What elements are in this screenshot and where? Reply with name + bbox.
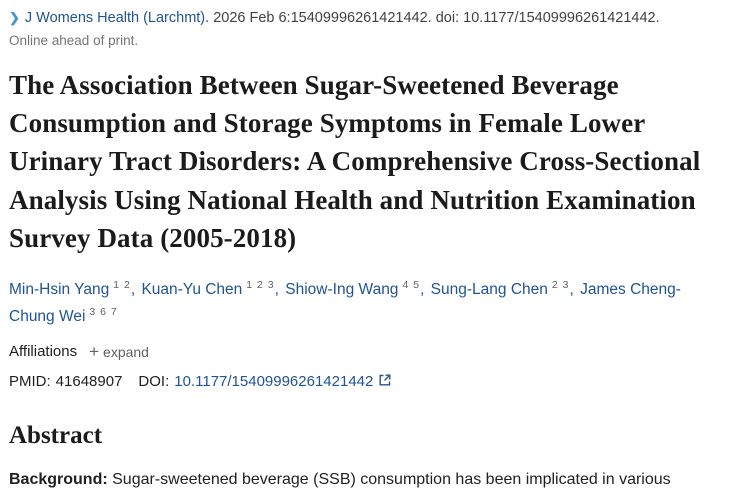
identifiers-row: PMID: 41648907 DOI: 10.1177/154099962614… bbox=[9, 373, 740, 390]
background-text: Sugar-sweetened beverage (SSB) consumpti… bbox=[107, 471, 671, 489]
authors-list: Min-Hsin Yang 1 2, Kuan-Yu Chen 1 2 3, Shi… bbox=[9, 277, 709, 330]
author-item: Shiow-Ing Wang 4 5, bbox=[285, 279, 426, 299]
plus-icon: + bbox=[89, 342, 100, 362]
author-affiliation-sup[interactable]: 3 6 7 bbox=[89, 305, 118, 318]
author-item: Sung-Lang Chen 2 3, bbox=[430, 279, 576, 299]
author-link[interactable]: Min-Hsin Yang bbox=[9, 281, 110, 299]
pmid-value: 41648907 bbox=[55, 373, 123, 391]
citation-line: ❯ J Womens Health (Larchmt). 2026 Feb 6:1… bbox=[9, 9, 740, 29]
author-affiliation-sup[interactable]: 1 2 bbox=[113, 279, 131, 292]
author-item: James Cheng-Chung Wei 3 6 7 bbox=[9, 281, 681, 325]
author-link[interactable]: James Cheng-Chung Wei bbox=[9, 281, 681, 325]
affiliations-label: Affiliations bbox=[9, 343, 78, 361]
journal-link[interactable]: J Womens Health (Larchmt) bbox=[24, 10, 206, 26]
article-title: The Association Between Sugar-Sweetened … bbox=[9, 69, 701, 253]
author-link[interactable]: Shiow-Ing Wang bbox=[285, 281, 399, 299]
author-affiliation-sup[interactable]: 4 5 bbox=[402, 279, 421, 292]
author-separator: , bbox=[420, 281, 425, 299]
author-item: Min-Hsin Yang 1 2, bbox=[9, 279, 137, 299]
citation-text: . 2026 Feb 6:15409996261421442. doi: 10.… bbox=[205, 10, 660, 26]
author-separator: , bbox=[130, 281, 136, 299]
author-separator: , bbox=[569, 281, 574, 299]
author-separator: , bbox=[274, 281, 279, 299]
doi-group: DOI: 10.1177/15409996261421442 bbox=[138, 373, 391, 390]
expand-label: expand bbox=[103, 343, 149, 360]
author-link[interactable]: Sung-Lang Chen bbox=[430, 281, 548, 299]
doi-label: DOI: bbox=[138, 373, 170, 391]
pmid-label: PMID: bbox=[9, 373, 51, 391]
author-link[interactable]: Kuan-Yu Chen bbox=[141, 281, 243, 299]
abstract-paragraph: Background: Sugar-sweetened beverage (SS… bbox=[9, 468, 739, 493]
background-label: Background: bbox=[9, 471, 108, 489]
doi-link[interactable]: 10.1177/15409996261421442 bbox=[174, 373, 374, 391]
online-ahead-text: Online ahead of print. bbox=[9, 32, 139, 48]
chevron-right-icon[interactable]: ❯ bbox=[9, 10, 20, 25]
external-link-icon[interactable] bbox=[379, 373, 391, 390]
expand-affiliations-button[interactable]: + expand bbox=[89, 343, 149, 360]
abstract-heading: Abstract bbox=[9, 422, 103, 450]
author-item: Kuan-Yu Chen 1 2 3, bbox=[141, 279, 281, 299]
affiliations-row: Affiliations + expand bbox=[9, 343, 740, 360]
author-affiliation-sup[interactable]: 2 3 bbox=[551, 279, 570, 292]
author-affiliation-sup[interactable]: 1 2 3 bbox=[246, 279, 275, 292]
